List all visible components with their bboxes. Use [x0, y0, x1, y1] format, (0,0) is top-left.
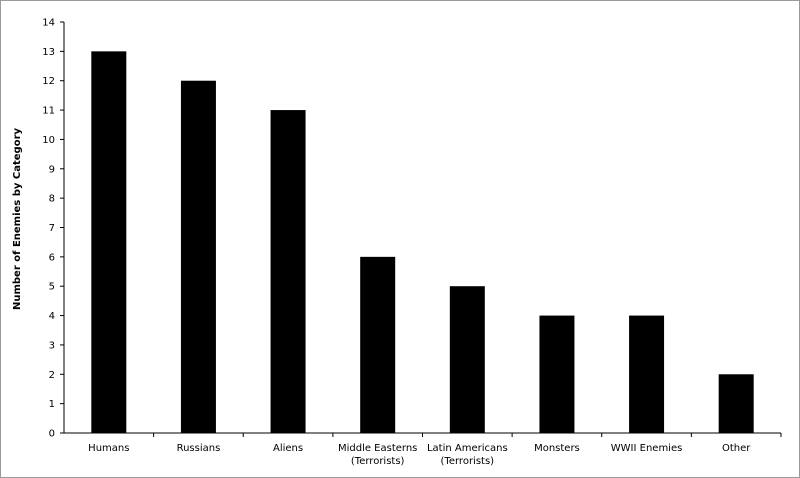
bar: [270, 110, 306, 434]
category-labels: Humans Russians Aliens Middle Easterns (Terr…: [88, 443, 751, 467]
x-category-label: Other: [722, 443, 751, 454]
y-tick-label: 13: [42, 47, 55, 58]
x-category-label: Aliens: [273, 443, 303, 454]
bar: [539, 315, 575, 433]
bars: [91, 51, 754, 434]
y-tick-label: 11: [42, 106, 55, 117]
y-tick-label: 8: [49, 194, 55, 205]
x-category-label: Monsters: [534, 443, 580, 454]
y-tick-label: 5: [49, 282, 55, 293]
y-tick-label: 2: [49, 370, 55, 381]
bar: [180, 80, 216, 433]
x-axis: [64, 432, 782, 437]
y-tick-label: 0: [49, 429, 55, 440]
bar: [629, 315, 665, 433]
y-tick-label: 1: [49, 399, 55, 410]
y-tick-label: 9: [49, 164, 55, 175]
x-category-label: Latin Americans: [427, 443, 508, 454]
x-category-label: (Terrorists): [441, 456, 495, 467]
y-tick-label: 4: [49, 311, 55, 322]
bar: [718, 374, 754, 433]
x-category-label: Middle Easterns: [338, 443, 417, 454]
bar: [360, 256, 396, 433]
y-tick-label: 6: [49, 252, 55, 263]
bar: [449, 286, 485, 433]
y-tick-label: 12: [42, 76, 55, 87]
y-tick-label: 10: [42, 135, 55, 146]
y-tick-label: 3: [49, 340, 55, 351]
x-category-label: (Terrorists): [351, 456, 405, 467]
y-axis-title: Number of Enemies by Category: [12, 127, 23, 310]
x-category-label: Humans: [88, 443, 129, 454]
y-tick-label: 7: [49, 223, 55, 234]
x-category-label: WWII Enemies: [611, 443, 683, 454]
bar: [91, 51, 127, 433]
x-category-label: Russians: [177, 443, 221, 454]
y-tick-label: 14: [42, 18, 55, 29]
